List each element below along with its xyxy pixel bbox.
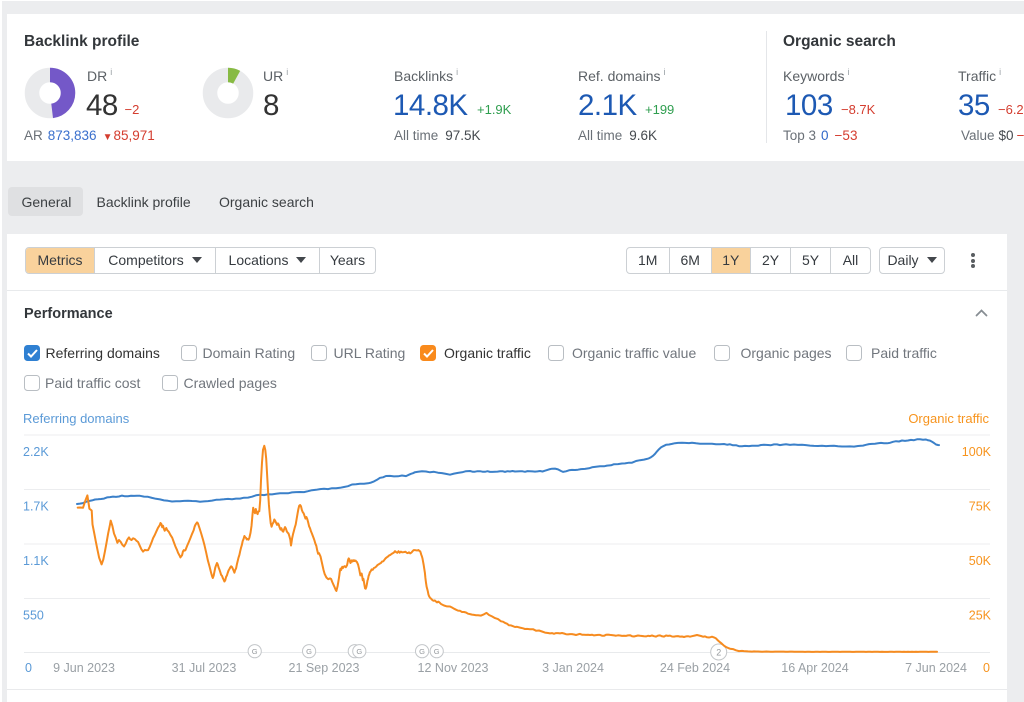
svg-text:75K: 75K <box>969 500 992 514</box>
svg-text:25K: 25K <box>969 609 992 623</box>
svg-text:0: 0 <box>983 661 990 675</box>
svg-text:G: G <box>356 647 362 656</box>
svg-text:Organic traffic: Organic traffic <box>908 411 989 426</box>
svg-text:G: G <box>252 647 258 656</box>
svg-text:31 Jul 2023: 31 Jul 2023 <box>172 661 237 675</box>
svg-text:12 Nov 2023: 12 Nov 2023 <box>418 661 489 675</box>
svg-text:21 Sep 2023: 21 Sep 2023 <box>289 661 360 675</box>
svg-text:G: G <box>419 647 425 656</box>
svg-text:1.7K: 1.7K <box>23 500 49 514</box>
svg-text:G: G <box>306 647 312 656</box>
svg-text:0: 0 <box>25 661 32 675</box>
svg-text:G: G <box>434 647 440 656</box>
svg-text:2: 2 <box>716 647 721 657</box>
svg-text:100K: 100K <box>962 445 992 459</box>
svg-text:2.2K: 2.2K <box>23 445 49 459</box>
svg-text:16 Apr 2024: 16 Apr 2024 <box>781 661 848 675</box>
svg-text:3 Jan 2024: 3 Jan 2024 <box>542 661 604 675</box>
svg-text:9 Jun 2023: 9 Jun 2023 <box>53 661 115 675</box>
svg-text:7 Jun 2024: 7 Jun 2024 <box>905 661 967 675</box>
svg-text:50K: 50K <box>969 554 992 568</box>
svg-text:24 Feb 2024: 24 Feb 2024 <box>660 661 730 675</box>
svg-text:1.1K: 1.1K <box>23 554 49 568</box>
svg-text:Referring domains: Referring domains <box>23 411 130 426</box>
svg-text:550: 550 <box>23 609 44 623</box>
